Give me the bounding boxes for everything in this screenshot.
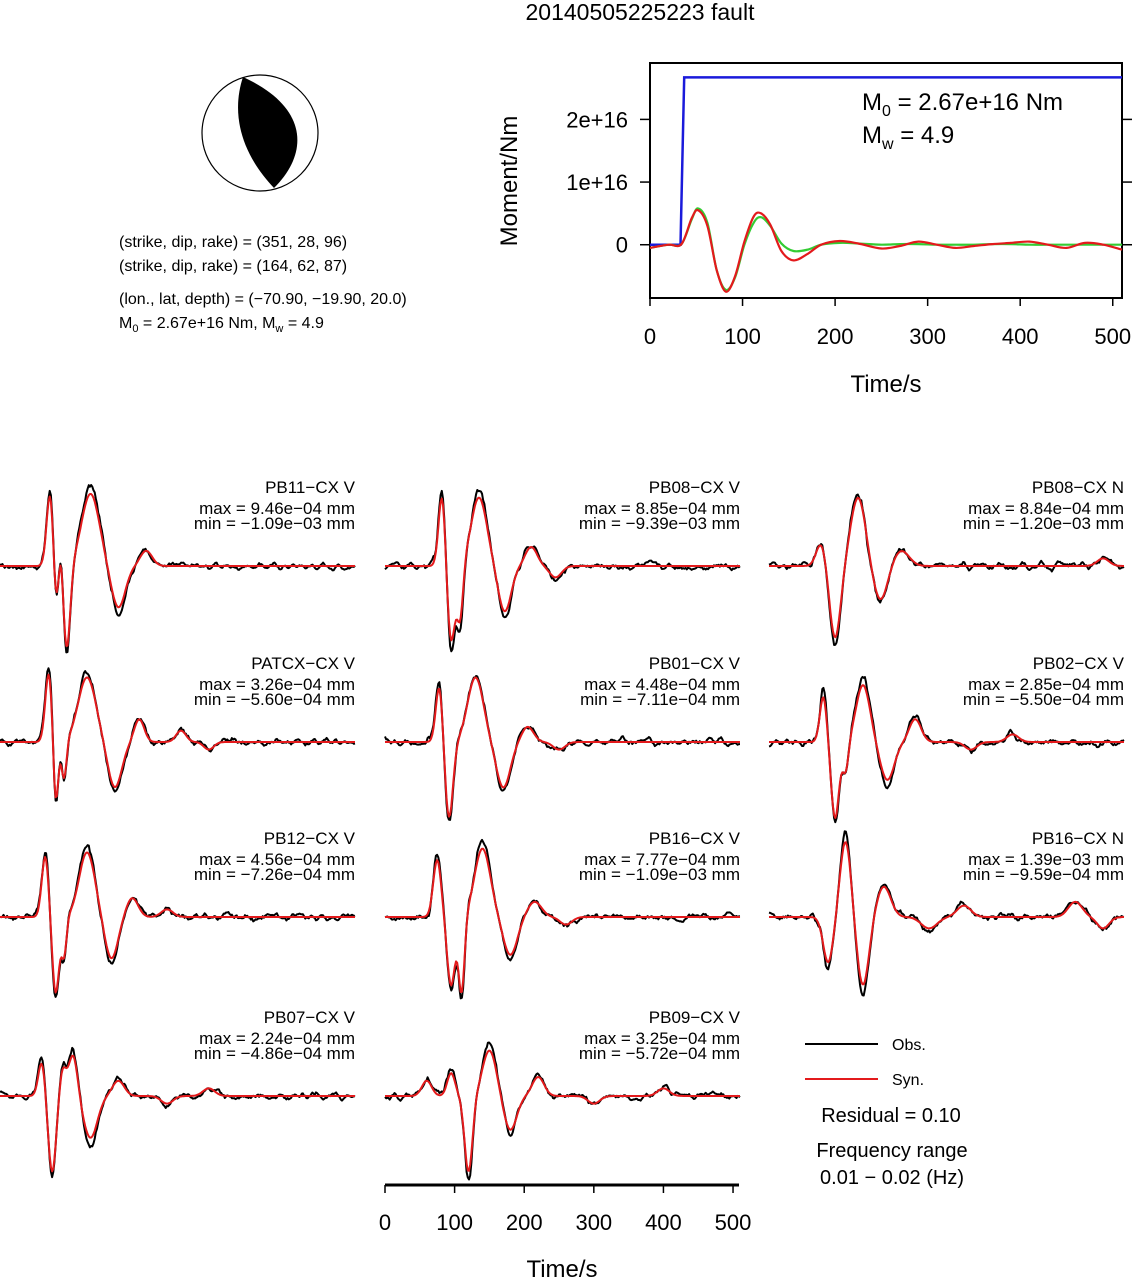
synthetic-waveform xyxy=(0,493,355,647)
station-max: max = 8.84e−04 mm xyxy=(968,499,1124,518)
station-name: PB09−CX V xyxy=(649,1008,741,1027)
station-min: min = −5.72e−04 mm xyxy=(579,1044,740,1063)
station-name: PB16−CX N xyxy=(1032,829,1124,848)
station-max: max = 8.85e−04 mm xyxy=(584,499,740,518)
waveform-xtick-label: 300 xyxy=(575,1210,612,1235)
moment-ytick-label: 0 xyxy=(616,233,628,258)
mechanism-nodal-plane-1: (strike, dip, rake) = (351, 28, 96) xyxy=(119,234,347,251)
mechanism-moment-magnitude: M0 = 2.67e+16 Nm, Mw = 4.9 xyxy=(119,315,324,335)
station-max: max = 2.85e−04 mm xyxy=(968,675,1124,694)
station-min: min = −9.59e−04 mm xyxy=(963,865,1124,884)
moment-chart-xlabel: Time/s xyxy=(850,371,921,398)
figure-title: 20140505225223 fault xyxy=(526,0,756,25)
focal-mechanism-beachball xyxy=(201,74,319,192)
observed-waveform xyxy=(0,1046,356,1179)
waveform-legend: Obs. Syn. Residual = 0.10 Frequency rang… xyxy=(805,1037,968,1189)
station-name: PB16−CX V xyxy=(649,829,741,848)
synthetic-waveform xyxy=(0,673,355,799)
station-max: max = 2.24e−04 mm xyxy=(199,1029,355,1048)
synthetic-waveform xyxy=(0,851,355,994)
synthetic-waveform xyxy=(385,1049,740,1172)
moment-ytick-label: 2e+16 xyxy=(566,107,628,132)
moment-annotation-m0: M0 = 2.67e+16 Nm xyxy=(862,89,1063,120)
mechanism-nodal-plane-2: (strike, dip, rake) = (164, 62, 87) xyxy=(119,258,347,275)
station-name: PB01−CX V xyxy=(649,654,741,673)
observed-waveform xyxy=(768,830,1125,997)
station-min: min = −7.26e−04 mm xyxy=(194,865,355,884)
moment-rate-red-line xyxy=(649,208,1123,293)
station-name: PB02−CX V xyxy=(1033,654,1125,673)
station-min: min = −5.60e−04 mm xyxy=(194,690,355,709)
synthetic-waveform xyxy=(769,684,1124,819)
waveform-time-axis: 0 100 200 300 400 500 Time/s xyxy=(379,1183,752,1280)
moment-xtick-label: 0 xyxy=(644,324,656,349)
station-max: max = 4.56e−04 mm xyxy=(199,850,355,869)
station-name: PB08−CX V xyxy=(649,478,741,497)
synthetic-waveform xyxy=(769,496,1124,639)
station-name: PB08−CX N xyxy=(1032,478,1124,497)
frequency-range-value: 0.01 − 0.02 (Hz) xyxy=(820,1167,964,1189)
station-min: min = −7.11e−04 mm xyxy=(580,690,740,709)
station-max: max = 1.39e−03 mm xyxy=(968,850,1124,869)
moment-function-chart: 0 1e+16 2e+16 0 100 200 300 400 500 Moment/Nm T… xyxy=(496,62,1132,398)
station-name: PB12−CX V xyxy=(264,829,356,848)
residual-text: Residual = 0.10 xyxy=(821,1105,961,1127)
legend-obs-label: Obs. xyxy=(892,1037,926,1054)
station-max: max = 3.25e−04 mm xyxy=(584,1029,740,1048)
station-min: min = −1.09e−03 mm xyxy=(194,514,355,533)
moment-ytick-label: 1e+16 xyxy=(566,170,628,195)
station-max: max = 3.26e−04 mm xyxy=(199,675,355,694)
moment-xtick-label: 500 xyxy=(1094,324,1131,349)
compressional-quadrant xyxy=(238,77,298,188)
synthetic-waveform xyxy=(385,847,740,993)
station-name: PB11−CX V xyxy=(265,478,356,497)
waveform-xtick-label: 100 xyxy=(436,1210,473,1235)
station-min: min = −1.09e−03 mm xyxy=(579,865,740,884)
synthetic-waveform xyxy=(385,676,740,818)
station-max: max = 4.48e−04 mm xyxy=(584,675,740,694)
station-max: max = 7.77e−04 mm xyxy=(584,850,740,869)
frequency-range-label: Frequency range xyxy=(816,1140,967,1162)
station-min: min = −5.50e−04 mm xyxy=(963,690,1124,709)
observed-waveform xyxy=(384,1041,741,1181)
mechanism-info: (strike, dip, rake) = (351, 28, 96) (str… xyxy=(119,234,407,335)
waveform-xtick-label: 500 xyxy=(715,1210,752,1235)
waveform-xtick-label: 0 xyxy=(379,1210,391,1235)
station-name: PB07−CX V xyxy=(264,1008,356,1027)
station-min: min = −9.39e−03 mm xyxy=(579,514,740,533)
moment-xtick-label: 200 xyxy=(817,324,854,349)
moment-chart-frame xyxy=(649,62,1123,299)
moment-xtick-label: 100 xyxy=(724,324,761,349)
waveform-xtick-label: 200 xyxy=(506,1210,543,1235)
waveform-xtick-label: 400 xyxy=(645,1210,682,1235)
station-min: min = −4.86e−04 mm xyxy=(194,1044,355,1063)
moment-xtick-label: 400 xyxy=(1002,324,1039,349)
moment-annotation-mw: Mw = 4.9 xyxy=(862,122,954,153)
station-min: min = −1.20e−03 mm xyxy=(963,514,1124,533)
mechanism-location: (lon., lat, depth) = (−70.90, −19.90, 20… xyxy=(119,291,407,308)
synthetic-waveform xyxy=(385,496,740,642)
synthetic-waveform xyxy=(0,1054,355,1173)
station-max: max = 9.46e−04 mm xyxy=(199,499,355,518)
station-name: PATCX−CX V xyxy=(251,654,355,673)
waveform-axis-xlabel: Time/s xyxy=(526,1256,597,1280)
synthetic-waveform xyxy=(769,841,1124,986)
legend-syn-label: Syn. xyxy=(892,1072,924,1089)
moment-xtick-label: 300 xyxy=(909,324,946,349)
moment-chart-ylabel: Moment/Nm xyxy=(496,116,523,247)
